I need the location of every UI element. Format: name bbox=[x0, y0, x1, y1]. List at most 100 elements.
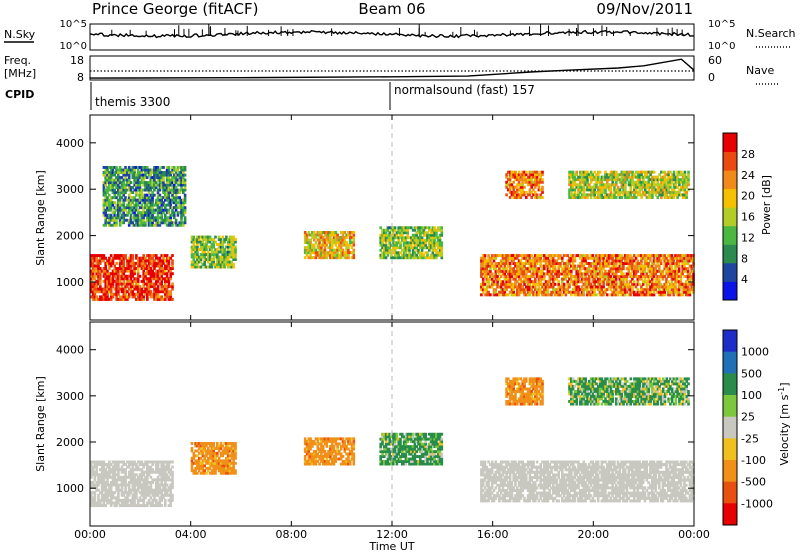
colorbar-swatch bbox=[723, 207, 737, 226]
echo-cell-4 bbox=[441, 226, 444, 229]
echo-cell-7 bbox=[648, 176, 651, 179]
echo-cell-5 bbox=[676, 278, 679, 281]
echo-cell-5 bbox=[586, 254, 589, 257]
echo-cell-0 bbox=[139, 275, 142, 278]
echo-cell-1 bbox=[153, 179, 156, 182]
echo-cell-5 bbox=[566, 265, 569, 268]
echo-cell-3 bbox=[304, 231, 307, 234]
echo-cell-5 bbox=[626, 280, 629, 283]
echo-cell-5 bbox=[647, 278, 650, 281]
echo-cell-5 bbox=[665, 257, 668, 260]
echo-cell-3 bbox=[340, 256, 343, 259]
echo-cell-7 bbox=[646, 173, 649, 176]
echo-cell-0 bbox=[162, 257, 165, 260]
echo-cell-5 bbox=[486, 267, 489, 270]
echo-cell-5 bbox=[529, 293, 532, 296]
echo-cell-7 bbox=[685, 191, 688, 194]
echo-cell-0 bbox=[106, 293, 109, 296]
echo-cell-0 bbox=[164, 283, 167, 286]
cpid-segment-1: themis 3300 bbox=[95, 95, 170, 109]
echo-cell-7 bbox=[599, 171, 602, 174]
echo-cell-1 bbox=[153, 194, 156, 197]
echo-cell-1 bbox=[124, 209, 127, 212]
echo-cell-5 bbox=[583, 293, 586, 296]
echo-cell-0 bbox=[137, 283, 140, 286]
echo-cell-1 bbox=[121, 176, 124, 179]
echo-cell-7 bbox=[574, 176, 577, 179]
echo-cell-5 bbox=[538, 293, 541, 296]
echo-cell-1 bbox=[160, 206, 163, 209]
echo-cell-3 bbox=[304, 256, 307, 259]
echo-cell-5 bbox=[500, 285, 503, 288]
colorbar-tick-label: 20 bbox=[741, 190, 755, 203]
echo-cell-7 bbox=[673, 173, 676, 176]
echo-cell-5 bbox=[563, 285, 566, 288]
echo-cell-5 bbox=[626, 278, 629, 281]
echo-cell-0 bbox=[115, 262, 118, 265]
echo-cell-2 bbox=[193, 258, 196, 261]
echo-cell-5 bbox=[509, 262, 512, 265]
echo-cell-5 bbox=[534, 265, 537, 268]
echo-cell-0 bbox=[128, 295, 131, 298]
echo-cell-0 bbox=[124, 468, 127, 471]
freq-unit-label: [MHz] bbox=[4, 67, 36, 80]
echo-cell-2 bbox=[212, 258, 215, 261]
echo-cell-2 bbox=[234, 258, 237, 261]
echo-cell-1 bbox=[108, 221, 111, 224]
freq-tick-top: 18 bbox=[70, 54, 84, 67]
echo-cell-1 bbox=[110, 206, 113, 209]
echo-cell-0 bbox=[126, 290, 129, 293]
echo-cell-0 bbox=[171, 272, 174, 275]
echo-cell-7 bbox=[617, 186, 620, 189]
echo-cell-1 bbox=[106, 196, 109, 199]
echo-cell-5 bbox=[660, 259, 663, 262]
echo-cell-5 bbox=[599, 278, 602, 281]
echo-cell-1 bbox=[103, 206, 106, 209]
echo-cell-5 bbox=[482, 291, 485, 294]
echo-cell-3 bbox=[347, 256, 350, 259]
echo-cell-7 bbox=[590, 181, 593, 184]
echo-cell-0 bbox=[146, 295, 149, 298]
echo-cell-7 bbox=[610, 186, 613, 189]
echo-cell-0 bbox=[124, 478, 127, 481]
echo-cell-5 bbox=[615, 283, 618, 286]
echo-cell-5 bbox=[658, 278, 661, 281]
echo-cell-7 bbox=[687, 176, 690, 179]
echo-cell-5 bbox=[565, 293, 568, 296]
echo-cell-0 bbox=[166, 254, 169, 257]
echo-cell-5 bbox=[568, 267, 571, 270]
echo-cell-1 bbox=[113, 201, 116, 204]
echo-cell-5 bbox=[547, 257, 550, 260]
echo-cell-5 bbox=[631, 257, 634, 260]
echo-cell-5 bbox=[669, 293, 672, 296]
echo-cell-0 bbox=[142, 295, 145, 298]
colorbar-tick-label: 4 bbox=[741, 273, 748, 286]
echo-cell-5 bbox=[552, 257, 555, 260]
echo-cell-1 bbox=[180, 219, 183, 222]
echo-cell-5 bbox=[651, 278, 654, 281]
echo-cell-1 bbox=[119, 179, 122, 182]
echo-cell-7 bbox=[648, 181, 651, 184]
echo-cell-5 bbox=[593, 278, 596, 281]
echo-cell-1 bbox=[144, 174, 147, 177]
echo-cell-6 bbox=[505, 193, 508, 196]
echo-cell-1 bbox=[182, 176, 185, 179]
echo-cell-5 bbox=[532, 275, 535, 278]
echo-cell-4 bbox=[406, 234, 409, 237]
echo-cell-0 bbox=[132, 257, 135, 260]
echo-cell-2 bbox=[212, 238, 215, 241]
echo-cell-5 bbox=[507, 293, 510, 296]
echo-cell-0 bbox=[157, 285, 160, 288]
echo-cell-6 bbox=[541, 173, 544, 176]
echo-cell-5 bbox=[629, 293, 632, 296]
echo-cell-0 bbox=[94, 494, 97, 497]
echo-cell-0 bbox=[153, 259, 156, 262]
echo-cell-2 bbox=[223, 266, 226, 269]
echo-cell-5 bbox=[667, 262, 670, 265]
echo-cell-1 bbox=[184, 221, 187, 224]
echo-cell-7 bbox=[613, 193, 616, 196]
echo-cell-5 bbox=[674, 267, 677, 270]
echo-cell-6 bbox=[520, 196, 523, 199]
echo-cell-5 bbox=[543, 275, 546, 278]
echo-cell-4 bbox=[399, 246, 402, 249]
